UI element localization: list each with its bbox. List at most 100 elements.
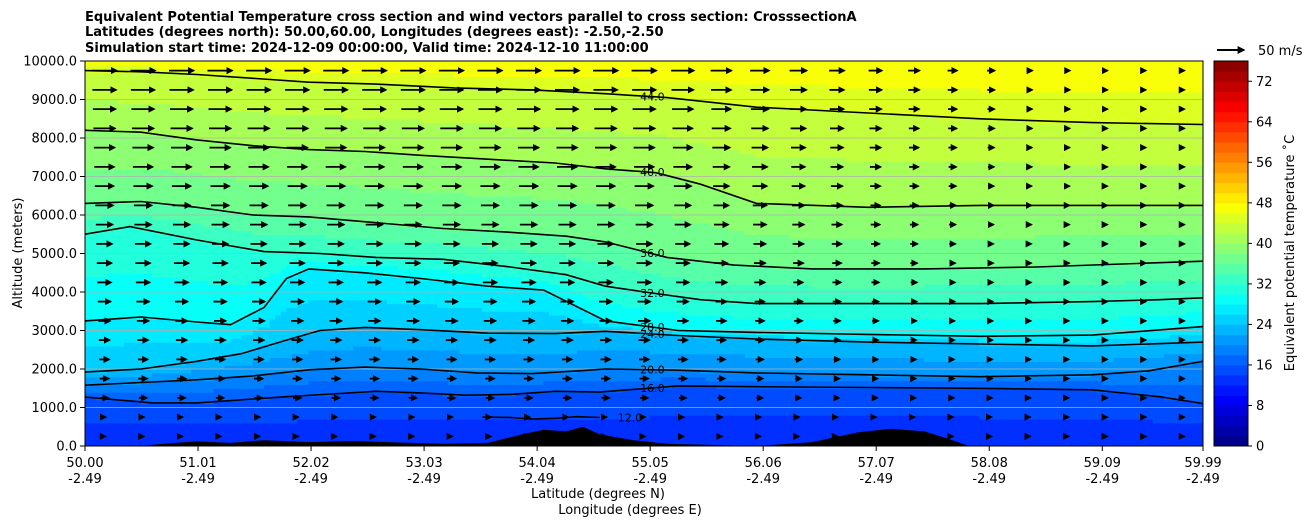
fill-cell <box>337 130 343 134</box>
fill-cell <box>91 80 97 84</box>
fill-cell <box>264 307 270 311</box>
fill-cell <box>269 188 275 192</box>
fill-cell <box>225 200 231 204</box>
fill-cell <box>309 400 315 404</box>
fill-cell <box>258 354 264 358</box>
fill-cell <box>85 304 91 308</box>
fill-cell <box>202 169 208 173</box>
fill-cell <box>325 408 331 412</box>
fill-cell <box>253 230 259 234</box>
fill-cell <box>320 234 326 238</box>
fill-cell <box>258 315 264 319</box>
fill-cell <box>348 188 354 192</box>
fill-cell <box>119 296 125 300</box>
fill-cell <box>297 100 303 104</box>
fill-cell <box>219 315 225 319</box>
fill-cell <box>225 153 231 157</box>
fill-cell <box>348 146 354 150</box>
fill-cell <box>247 392 253 396</box>
fill-cell <box>353 261 359 265</box>
fill-cell <box>314 242 320 246</box>
fill-cell <box>286 123 292 127</box>
fill-cell <box>119 411 125 415</box>
fill-cell <box>342 265 348 269</box>
fill-cell <box>242 273 248 277</box>
fill-cell <box>258 188 264 192</box>
fill-cell <box>119 119 125 123</box>
fill-cell <box>303 415 309 419</box>
fill-cell <box>169 354 175 358</box>
fill-cell <box>163 188 169 192</box>
fill-cell <box>113 292 119 296</box>
fill-cell <box>119 207 125 211</box>
fill-cell <box>152 157 158 161</box>
fill-cell <box>320 361 326 365</box>
fill-cell <box>264 238 270 242</box>
fill-cell <box>214 342 220 346</box>
fill-cell <box>253 119 259 123</box>
fill-cell <box>107 180 113 184</box>
fill-cell <box>247 369 253 373</box>
fill-cell <box>337 411 343 415</box>
fill-cell <box>303 377 309 381</box>
fill-cell <box>163 130 169 134</box>
fill-cell <box>214 157 220 161</box>
fill-cell <box>169 334 175 338</box>
fill-cell <box>320 304 326 308</box>
fill-cell <box>158 246 164 250</box>
fill-cell <box>292 111 298 115</box>
fill-cell <box>197 427 203 431</box>
fill-cell <box>314 73 320 77</box>
fill-cell <box>247 61 253 65</box>
fill-cell <box>174 307 180 311</box>
fill-cell <box>253 65 259 69</box>
fill-cell <box>275 388 281 392</box>
fill-cell <box>337 92 343 96</box>
fill-cell <box>119 219 125 223</box>
fill-cell <box>197 111 203 115</box>
fill-cell <box>208 80 214 84</box>
fill-cell <box>85 408 91 412</box>
fill-cell <box>348 234 354 238</box>
fill-cell <box>247 227 253 231</box>
fill-cell <box>163 92 169 96</box>
fill-cell <box>242 419 248 423</box>
fill-cell <box>208 265 214 269</box>
fill-cell <box>214 384 220 388</box>
fill-cell <box>146 84 152 88</box>
fill-cell <box>169 254 175 258</box>
fill-cell <box>359 342 365 346</box>
fill-cell <box>309 169 315 173</box>
fill-cell <box>314 180 320 184</box>
fill-cell <box>230 338 236 342</box>
fill-cell <box>320 400 326 404</box>
fill-cell <box>202 257 208 261</box>
fill-cell <box>242 146 248 150</box>
fill-cell <box>130 230 136 234</box>
fill-cell <box>186 396 192 400</box>
fill-cell <box>113 207 119 211</box>
fill-cell <box>242 150 248 154</box>
fill-cell <box>297 169 303 173</box>
fill-cell <box>186 427 192 431</box>
fill-cell <box>119 100 125 104</box>
fill-cell <box>331 192 337 196</box>
fill-cell <box>163 192 169 196</box>
fill-cell <box>348 292 354 296</box>
fill-cell <box>146 284 152 288</box>
fill-cell <box>275 307 281 311</box>
fill-cell <box>124 80 130 84</box>
fill-cell <box>297 200 303 204</box>
fill-cell <box>242 334 248 338</box>
fill-cell <box>107 323 113 327</box>
fill-cell <box>297 408 303 412</box>
fill-cell <box>197 423 203 427</box>
fill-cell <box>275 357 281 361</box>
fill-cell <box>303 381 309 385</box>
fill-cell <box>247 434 253 438</box>
fill-cell <box>113 261 119 265</box>
fill-cell <box>225 296 231 300</box>
fill-cell <box>119 242 125 246</box>
fill-cell <box>163 246 169 250</box>
fill-cell <box>85 400 91 404</box>
